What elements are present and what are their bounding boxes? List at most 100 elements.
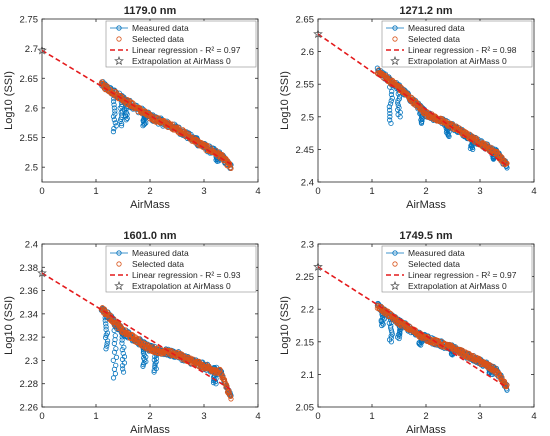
measured-point — [111, 340, 117, 347]
measured-point — [110, 129, 117, 135]
selected-point — [487, 362, 493, 369]
legend-label: Measured data — [132, 23, 189, 33]
legend-marker — [392, 250, 398, 256]
x-tick-label: 4 — [531, 411, 536, 422]
measured-point — [124, 115, 130, 121]
measured-point — [394, 334, 401, 340]
chart-panel: 1179.0 nm 0 1 2 3 4 2.5 2.55 2.6 2.65 2.7 2.75 AirMa… — [3, 5, 261, 211]
legend-marker — [390, 55, 400, 66]
regression-line — [42, 272, 232, 391]
legend-marker — [116, 25, 122, 31]
selected-point — [501, 378, 508, 385]
extrapolation-star — [313, 261, 323, 271]
legend-label: Measured data — [408, 248, 465, 258]
measured-point — [111, 102, 117, 108]
data-series — [42, 272, 234, 402]
measured-point — [123, 117, 129, 123]
legend-label: Selected data — [408, 34, 460, 44]
measured-point — [118, 123, 125, 129]
measured-point — [395, 332, 402, 338]
measured-point — [387, 117, 393, 123]
measured-point — [417, 341, 423, 347]
measured-point — [389, 329, 395, 335]
y-tick-label: 2.26 — [20, 403, 39, 414]
measured-point — [388, 120, 394, 126]
selected-point — [497, 374, 503, 380]
y-tick-label: 2.38 — [20, 263, 39, 274]
y-axis-label: Log10 (SSI) — [279, 71, 291, 130]
selected-point — [464, 131, 471, 137]
y-tick-label: 2.1 — [301, 370, 314, 381]
selected-point — [487, 147, 494, 153]
y-tick-label: 2.55 — [296, 80, 315, 91]
measured-point — [388, 91, 395, 98]
y-tick-label: 2.3 — [25, 356, 38, 367]
measured-point — [120, 366, 126, 372]
y-tick-label: 2.3 — [301, 240, 314, 251]
legend-marker — [116, 36, 122, 42]
y-axis-label: Log10 (SSI) — [3, 296, 15, 355]
measured-point — [111, 126, 117, 132]
selected-point — [135, 336, 142, 342]
data-series — [318, 266, 510, 393]
y-tick-label: 2.55 — [20, 133, 39, 144]
legend-label: Selected data — [132, 34, 184, 44]
measured-point — [397, 331, 403, 337]
measured-point — [397, 114, 403, 120]
x-axis-label: AirMass — [406, 424, 446, 436]
y-tick-label: 2.75 — [20, 15, 39, 26]
y-tick-label: 2.32 — [20, 333, 39, 344]
y-tick-label: 2.45 — [296, 145, 315, 156]
chart-panel: 1601.0 nm 0 1 2 3 4 2.26 2.28 2.3 2.32 2.34 2.36 2.3… — [3, 230, 261, 436]
regression-line — [318, 33, 508, 167]
measured-point — [110, 375, 117, 381]
x-tick-label: 1 — [369, 186, 374, 197]
measured-point — [151, 367, 157, 373]
measured-point — [387, 84, 393, 90]
x-tick-label: 2 — [147, 186, 152, 197]
measured-point — [103, 346, 109, 352]
measured-point — [387, 107, 393, 113]
extrapolation-star — [313, 28, 323, 39]
x-tick-label: 4 — [255, 186, 260, 197]
x-tick-label: 2 — [423, 411, 428, 422]
y-tick-label: 2.6 — [25, 103, 38, 114]
measured-point — [386, 104, 392, 110]
selected-point — [476, 355, 482, 362]
legend-label: Measured data — [132, 248, 189, 258]
legend-label: Extrapolation at AirMass 0 — [408, 56, 507, 66]
measured-point — [446, 133, 452, 139]
legend-marker — [116, 261, 122, 267]
legend-box — [381, 20, 533, 68]
measured-point — [112, 111, 118, 117]
selected-data-series — [374, 67, 510, 168]
measured-point — [380, 321, 386, 327]
chart-title: 1749.5 nm — [399, 230, 452, 242]
measured-point — [445, 132, 451, 139]
data-series — [42, 49, 234, 171]
measured-point — [119, 120, 125, 127]
measured-point — [143, 120, 149, 126]
data-series — [318, 33, 510, 171]
measured-point — [387, 110, 393, 117]
legend-box — [381, 245, 533, 293]
selected-point — [432, 113, 438, 119]
legend-marker — [392, 36, 398, 42]
selected-point — [224, 383, 230, 389]
x-tick-label: 3 — [201, 186, 206, 197]
legend-marker — [114, 280, 124, 291]
measured-point — [396, 335, 402, 342]
measured-point — [418, 342, 424, 348]
measured-point — [112, 337, 118, 343]
measured-point — [104, 340, 110, 347]
measured-point — [388, 98, 394, 104]
measured-point — [119, 363, 126, 369]
measured-point — [470, 146, 476, 152]
x-tick-label: 3 — [477, 186, 482, 197]
measured-point — [103, 332, 109, 338]
x-tick-label: 1 — [369, 411, 374, 422]
y-tick-label: 2.4 — [301, 178, 314, 189]
measured-point — [112, 120, 118, 126]
